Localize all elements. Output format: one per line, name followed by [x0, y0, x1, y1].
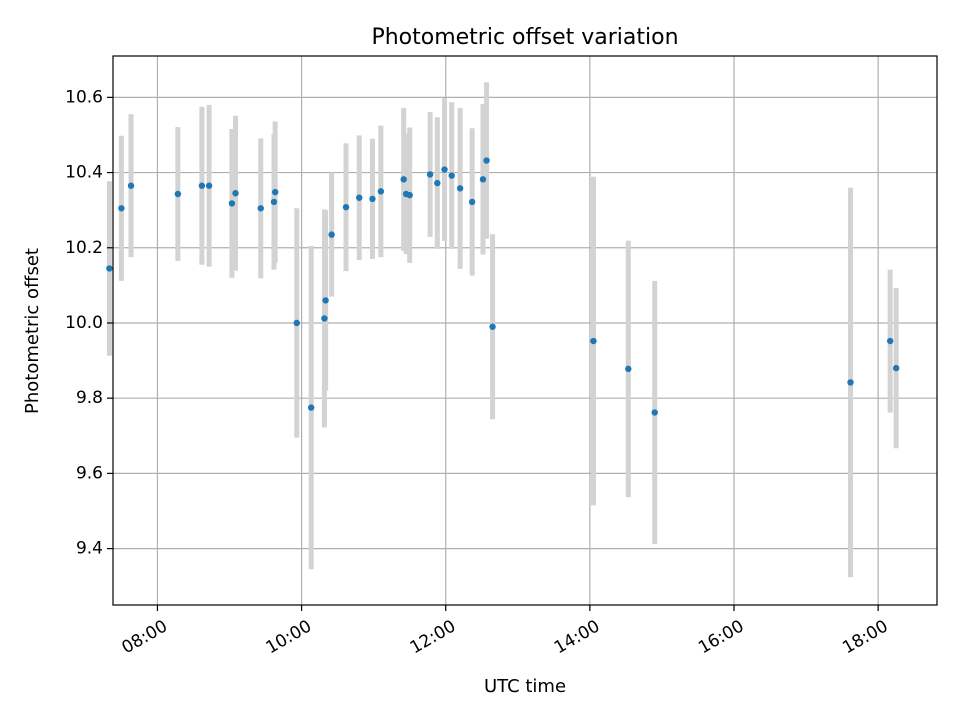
data-point [232, 190, 239, 197]
data-point [271, 188, 279, 196]
y-axis-label: Photometric offset [22, 248, 43, 414]
data-point [377, 188, 385, 195]
data-point [468, 198, 476, 206]
y-tick-label: 10.2 [65, 238, 103, 258]
x-axis-label: UTC time [484, 676, 566, 697]
data-point [886, 337, 894, 345]
data-point [448, 172, 455, 179]
y-tick-label: 10.6 [65, 87, 103, 107]
data-point [434, 179, 441, 187]
data-point [257, 205, 264, 212]
y-tick-label: 10.0 [65, 313, 103, 333]
data-point [106, 265, 113, 272]
data-point [847, 379, 854, 386]
data-point [489, 323, 496, 330]
data-point [293, 319, 300, 327]
data-point [118, 205, 125, 212]
data-point [426, 171, 434, 178]
data-point [456, 185, 464, 192]
data-point [342, 203, 350, 211]
grid [113, 56, 937, 605]
y-tick-label: 9.6 [76, 463, 103, 483]
data-point [406, 191, 413, 199]
data-point [369, 195, 376, 203]
data-point [205, 182, 213, 189]
plot-frame [112, 55, 938, 606]
y-tick-label: 9.4 [76, 539, 103, 559]
data-point [307, 404, 315, 411]
data-point [625, 365, 632, 373]
y-tick-label: 10.4 [65, 163, 103, 183]
y-tick-label: 9.8 [76, 388, 103, 408]
data-point [174, 190, 182, 198]
data-point [892, 364, 900, 372]
data-point [400, 176, 407, 183]
data-point [328, 231, 335, 238]
data-point [127, 182, 135, 189]
data-point [322, 297, 329, 304]
data-point [651, 409, 658, 416]
data-point [228, 200, 236, 207]
data-point [270, 198, 278, 206]
chart-title: Photometric offset variation [371, 25, 678, 50]
data-point [321, 315, 328, 322]
data-points [106, 157, 900, 416]
data-point [198, 182, 206, 189]
data-point [479, 176, 487, 183]
data-point [483, 157, 490, 164]
data-point [441, 166, 448, 173]
data-point [356, 194, 363, 201]
data-point [590, 337, 597, 345]
